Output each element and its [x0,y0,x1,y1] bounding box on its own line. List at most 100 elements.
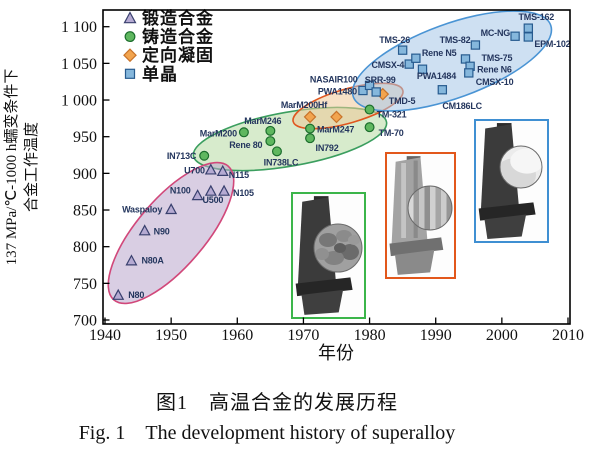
grain-patch [324,251,344,265]
data-point-IN713C [199,150,210,161]
alloy-label-U500: U500 [202,195,223,205]
y-tick-label: 1 050 [61,56,97,73]
y-tick-label: 900 [73,166,97,183]
alloy-label-U700: U700 [184,166,205,176]
x-axis-title: 年份 [318,343,354,363]
alloy-label-TMS-82: TMS-82 [440,35,471,45]
alloy-label-CMSX-10: CMSX-10 [476,77,514,87]
data-point-NASAIR100 [364,80,375,91]
x-tick-label: 1960 [221,327,253,344]
columnar-stripe [435,186,442,230]
alloy-label-N80: N80 [128,290,144,300]
x-tick-label: 1970 [287,327,319,344]
x-tick-label: 2000 [486,327,518,344]
data-point-MarM200 [238,127,249,138]
data-point-IN792 [305,133,316,144]
grain-patch [315,248,329,260]
alloy-label-MarM200Hf: MarM200Hf [281,100,328,110]
data-point-TMS-162 [523,23,534,33]
data-point-PWA1484 [417,64,428,74]
y-tick-label: 700 [73,313,97,330]
legend-label-1: 铸造合金 [142,27,214,47]
alloy-label-N80A: N80A [141,256,164,266]
sc-blade-photo [474,119,549,243]
alloy-label-N90: N90 [154,227,170,237]
alloy-label-CMSX-4: CMSX-4 [371,60,404,70]
grain-circle-outline [499,145,543,189]
legend-marker-triangle [123,11,137,24]
x-tick-label: 1990 [420,327,452,344]
data-point-MC-NG [510,31,520,41]
series-锻造合金: N80 N80A N90 Waspaloy N100 U500 N105 U700 N115 [112,163,254,300]
alloy-label-EPM-102: EPM-102 [534,39,570,49]
data-point-IN738LC [271,146,282,157]
data-point-CMSX-10 [464,68,474,78]
columnar-stripe [419,186,425,230]
y-tick-label: 800 [73,239,97,256]
alloy-label-IN738LC: IN738LC [264,157,299,167]
data-point-N80A [125,254,138,266]
alloy-label-N105: N105 [233,188,254,198]
y-tick-label: 950 [73,129,97,146]
grain-inset-equiaxed [314,224,362,272]
alloy-label-PWA1480: PWA1480 [318,86,357,96]
y-tick-label: 850 [73,203,97,220]
data-point-MarM246 [265,125,276,136]
data-point-MarM200Hf [303,110,317,124]
blade-root [301,289,344,315]
data-point-MarM247 [305,123,316,134]
alloy-label-TMS-162: TMS-162 [519,12,555,22]
data-point-EPM-102 [523,32,534,42]
legend-label-3: 单晶 [142,64,178,84]
alloy-label-Rene N6: Rene N6 [477,64,512,74]
grain-inset-columnar [408,186,452,230]
blade-streak [401,163,407,238]
data-point-TMS-82 [470,40,481,50]
alloy-label-SRR-99: SRR-99 [365,75,396,85]
alloy-label-MarM200: MarM200 [200,128,237,138]
alloy-label-MarM247: MarM247 [317,125,354,135]
grain-patch [319,233,337,247]
grain-circle-outline [313,223,363,273]
data-point-CM186LC [437,85,448,95]
data-point-PWA1480 [358,85,368,96]
superalloy-development-chart: N80 N80A N90 Waspaloy N100 U500 N105 U700 N115 IN… [3,8,584,363]
data-point-N105 [218,184,231,196]
data-point-U500 [204,184,217,196]
alloy-label-PWA1484: PWA1484 [417,71,456,81]
alloy-label-TMS-75: TMS-75 [481,53,512,63]
legend-label-2: 定向凝固 [142,45,214,65]
legend-marker-circle [124,31,136,43]
data-point-Rene N5 [411,53,421,63]
grain-patch [348,235,360,245]
alloy-label-MC-NG: MC-NG [481,28,511,38]
x-tick-label: 1950 [155,327,187,344]
data-point-N80 [112,288,125,300]
single-crystal-light [510,148,542,174]
columnar-stripe [446,186,452,230]
data-point-SRR-99 [371,87,381,97]
alloy-label-N115: N115 [229,170,249,180]
alloy-label-IN713C: IN713C [167,151,197,161]
y-axis-title-line-0: 137 MPa/℃-1000 h蠕变条件下 [3,69,20,266]
alloy-label-NASAIR100: NASAIR100 [310,74,358,84]
x-tick-label: 1980 [354,327,386,344]
figure-caption-zh: 图1 高温合金的发展历程 [156,392,398,414]
figure-caption-en: Fig. 1 The development history of supera… [78,422,456,444]
ds-blade-photo [385,152,456,279]
data-point-U700 [204,163,217,175]
data-point-Rene 80 [265,136,276,147]
columnar-stripe [441,186,447,230]
data-point-N90 [138,224,151,236]
data-point-N115 [216,164,229,177]
data-point-Waspaloy [165,203,178,215]
data-point-TM-321 [364,104,375,115]
data-point-unlabeled [330,110,343,124]
group-ellipse-3 [351,10,553,112]
legend-marker-diamond [123,48,137,63]
alloy-label-TMS-26: TMS-26 [379,35,410,45]
y-axis-title-line-1: 合金工作温度 [23,122,40,212]
columnar-stripe [424,186,431,230]
